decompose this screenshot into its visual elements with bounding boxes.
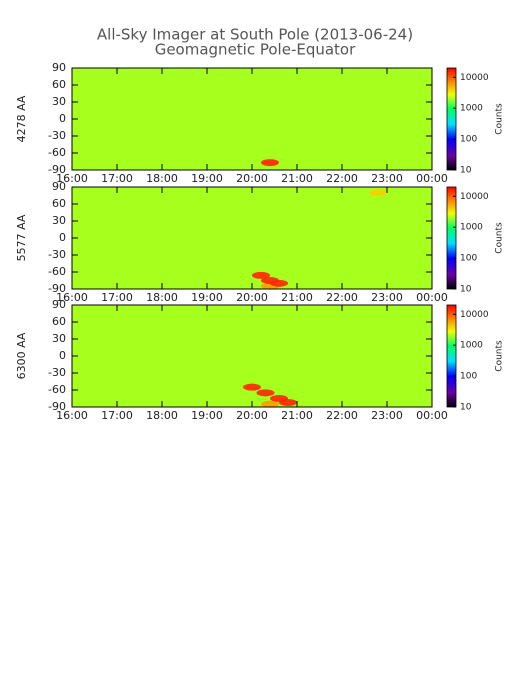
x-tick-label: 21:00 (281, 291, 313, 304)
x-tick-label: 16:00 (56, 409, 88, 422)
x-tick-label: 18:00 (146, 172, 178, 185)
y-tick-label: -90 (48, 163, 66, 176)
hot-spot (369, 189, 387, 197)
x-tick-label: 23:00 (371, 409, 403, 422)
hot-spot (279, 398, 297, 406)
colorbar-tick-label: 1000 (460, 104, 483, 114)
colorbar-tick-label: 100 (460, 254, 477, 264)
x-tick-label: 23:00 (371, 291, 403, 304)
x-tick-label: 20:00 (236, 172, 268, 185)
colorbar-tick-label: 10 (460, 166, 472, 176)
x-tick-label: 17:00 (101, 409, 133, 422)
y-tick-label: -30 (48, 129, 66, 142)
colorbar (446, 67, 457, 171)
colorbar-label: Counts (495, 222, 505, 254)
x-tick-label: 17:00 (101, 291, 133, 304)
colorbar-tick-label: 10 (460, 403, 472, 413)
y-tick-label: -30 (48, 366, 66, 379)
hot-spot (270, 279, 288, 287)
y-tick-label: 90 (52, 180, 66, 193)
y-tick-label: 30 (52, 214, 66, 227)
x-tick-label: 22:00 (326, 409, 358, 422)
background (72, 187, 432, 289)
hot-spot (252, 271, 270, 279)
y-axis-label: 5577 AA (15, 214, 28, 261)
hot-spot (261, 159, 279, 167)
colorbar-tick-label: 10000 (460, 310, 489, 320)
background (72, 305, 432, 407)
y-tick-label: -90 (48, 400, 66, 413)
x-tick-label: 19:00 (191, 291, 223, 304)
x-tick-label: 22:00 (326, 172, 358, 185)
y-tick-label: 60 (52, 197, 66, 210)
y-axis-label: 6300 AA (15, 332, 28, 379)
y-tick-label: 0 (59, 349, 66, 362)
y-tick-label: -30 (48, 248, 66, 261)
x-tick-label: 00:00 (416, 172, 448, 185)
hot-spot (256, 389, 275, 397)
y-tick-label: 30 (52, 95, 66, 108)
colorbar-tick-label: 10 (460, 285, 472, 295)
colorbar-tick-label: 100 (460, 372, 477, 382)
x-tick-label: 21:00 (281, 172, 313, 185)
x-tick-label: 22:00 (326, 291, 358, 304)
x-tick-label: 18:00 (146, 409, 178, 422)
y-tick-label: 90 (52, 61, 66, 74)
x-tick-label: 00:00 (416, 291, 448, 304)
y-tick-label: -90 (48, 282, 66, 295)
y-tick-label: 0 (59, 112, 66, 125)
x-tick-label: 23:00 (371, 172, 403, 185)
x-tick-label: 00:00 (416, 409, 448, 422)
y-tick-label: 30 (52, 332, 66, 345)
hot-spot (261, 400, 279, 408)
x-tick-label: 16:00 (56, 172, 88, 185)
colorbar-tick-label: 100 (460, 135, 477, 145)
colorbar-tick-label: 10000 (460, 73, 489, 83)
colorbar-tick-label: 1000 (460, 223, 483, 233)
background (72, 68, 432, 170)
x-tick-label: 18:00 (146, 291, 178, 304)
x-tick-label: 19:00 (191, 409, 223, 422)
x-tick-label: 20:00 (236, 409, 268, 422)
x-tick-label: 21:00 (281, 409, 313, 422)
colorbar-label: Counts (495, 103, 505, 135)
y-tick-label: 90 (52, 298, 66, 311)
chart-title: All-Sky Imager at South Pole (2013-06-24… (97, 26, 413, 44)
x-tick-label: 20:00 (236, 291, 268, 304)
y-tick-label: -60 (48, 146, 66, 159)
x-tick-label: 17:00 (101, 172, 133, 185)
colorbar-tick-label: 1000 (460, 341, 483, 351)
colorbar-label: Counts (495, 340, 505, 372)
y-tick-label: -60 (48, 265, 66, 278)
y-tick-label: 60 (52, 78, 66, 91)
x-tick-label: 16:00 (56, 291, 88, 304)
y-tick-label: 60 (52, 315, 66, 328)
y-axis-label: 4278 AA (15, 95, 28, 142)
y-tick-label: -60 (48, 383, 66, 396)
x-tick-label: 19:00 (191, 172, 223, 185)
hot-spot (243, 383, 261, 391)
chart-subtitle: Geomagnetic Pole-Equator (155, 41, 356, 59)
colorbar-tick-label: 10000 (460, 192, 489, 202)
colorbar (446, 186, 457, 290)
colorbar (446, 304, 457, 408)
y-tick-label: 0 (59, 231, 66, 244)
